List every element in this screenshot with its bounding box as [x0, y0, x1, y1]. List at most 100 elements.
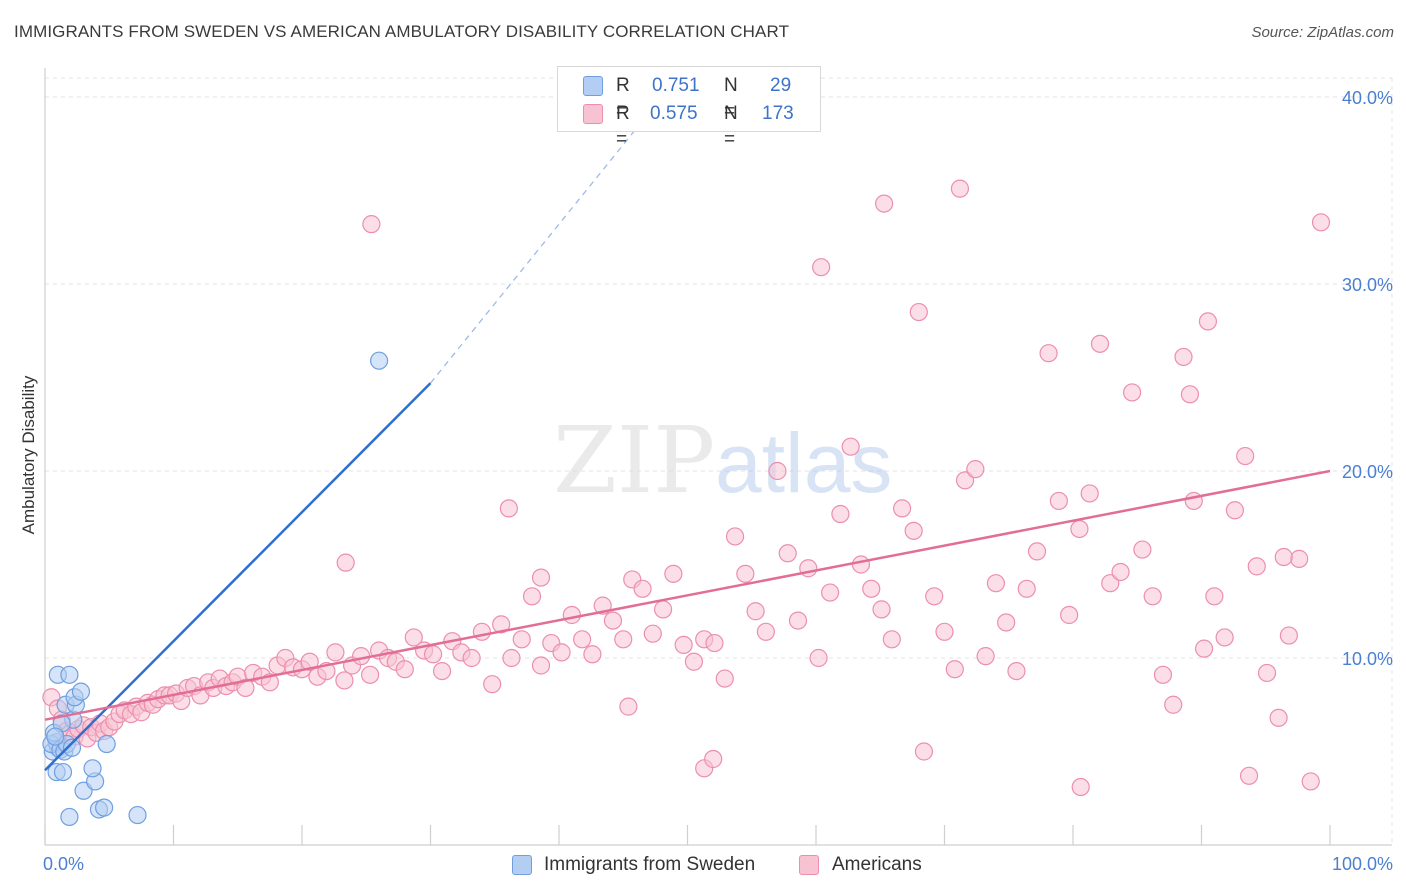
americans-point — [423, 645, 443, 664]
americans-point — [531, 656, 551, 675]
americans-point — [812, 258, 831, 277]
americans-point — [1274, 547, 1293, 567]
americans-point — [1039, 344, 1058, 363]
y-tick-label: 10.0% — [1342, 649, 1393, 669]
americans-point — [925, 587, 944, 606]
americans-point — [746, 602, 765, 621]
sweden-point — [60, 665, 79, 684]
americans-point — [976, 647, 995, 666]
americans-point — [1153, 665, 1173, 684]
americans-point — [362, 215, 381, 234]
y-tick-label: 30.0% — [1342, 275, 1393, 295]
sweden-point — [62, 738, 82, 757]
americans-point — [619, 697, 638, 716]
r-label: R = — [616, 75, 630, 122]
americans-point — [986, 574, 1006, 593]
r-value: 0.751 — [652, 75, 700, 96]
americans-point — [326, 643, 345, 662]
legend-label-americans: Americans — [832, 854, 922, 875]
y-tick-label: 20.0% — [1342, 462, 1393, 482]
americans-point — [892, 499, 912, 518]
americans-point — [875, 194, 894, 213]
sweden-point — [128, 805, 147, 825]
n-label: N = — [724, 75, 738, 122]
legend-swatch-pink — [799, 855, 819, 875]
americans-point — [821, 583, 840, 602]
americans-point — [336, 553, 355, 572]
americans-point — [705, 633, 724, 653]
americans-point — [809, 648, 828, 668]
americans-point — [872, 600, 891, 619]
americans-point — [736, 564, 755, 583]
americans-point — [1071, 777, 1090, 797]
americans-point — [1257, 663, 1277, 683]
americans-point — [395, 660, 414, 679]
americans-point — [522, 587, 542, 606]
x-tick-labels: 0.0% 100.0% — [43, 854, 1393, 874]
americans-point — [674, 635, 693, 655]
americans-point — [1180, 385, 1200, 404]
americans-point — [1205, 587, 1224, 606]
americans-point — [432, 661, 452, 681]
americans-point — [1101, 574, 1120, 593]
x-tick-label: 100.0% — [1332, 854, 1393, 874]
americans-point — [966, 460, 985, 479]
chart-title: IMMIGRANTS FROM SWEDEN VS AMERICAN AMBUL… — [14, 22, 790, 41]
americans-point — [236, 678, 255, 698]
americans-point — [862, 579, 881, 598]
americans-point — [1164, 695, 1183, 714]
americans-point — [778, 544, 797, 563]
americans-point — [531, 568, 551, 587]
sweden-point — [83, 759, 102, 778]
x-tick-label: 0.0% — [43, 854, 84, 874]
watermark-zip: ZIP — [553, 407, 715, 514]
americans-point — [715, 669, 734, 688]
americans-point — [909, 302, 928, 322]
series-legend: Immigrants from Sweden Americans — [0, 852, 1406, 878]
americans-point — [1311, 213, 1331, 232]
americans-point — [361, 665, 380, 684]
legend-swatch-blue — [512, 855, 532, 875]
y-tick-labels: 10.0% 20.0% 30.0% 40.0% — [1342, 88, 1393, 669]
legend-swatch-pink — [583, 104, 603, 124]
sweden-point — [71, 682, 91, 701]
americans-point — [914, 742, 934, 761]
americans-point — [1290, 549, 1309, 568]
americans-point — [1174, 347, 1193, 367]
r-value: 0.575 — [650, 103, 698, 124]
americans-point — [614, 630, 633, 649]
americans-point — [573, 630, 592, 649]
americans-point — [653, 600, 673, 619]
americans-point — [1225, 501, 1245, 520]
americans-point — [335, 671, 354, 690]
americans-point — [955, 471, 975, 490]
americans-point — [768, 461, 787, 481]
watermark-atlas: atlas — [715, 416, 892, 510]
americans-point — [945, 660, 964, 679]
trend-lines — [44, 96, 1331, 772]
americans-point — [1090, 334, 1110, 353]
americans-point — [643, 624, 662, 643]
sweden-point — [95, 798, 114, 817]
americans-point — [1080, 484, 1099, 503]
americans-point — [704, 749, 723, 769]
r-label: R = — [616, 103, 630, 150]
americans-point — [1198, 312, 1218, 331]
americans-point — [1049, 491, 1068, 511]
americans-point — [1143, 587, 1162, 606]
americans-point — [1247, 557, 1266, 576]
americans-point — [1215, 628, 1234, 647]
sweden-point — [370, 351, 389, 370]
americans-point — [684, 652, 704, 671]
sweden-point — [60, 807, 79, 827]
axes — [44, 68, 1392, 846]
americans-point — [882, 630, 901, 649]
legend-label-sweden: Immigrants from Sweden — [544, 854, 756, 875]
americans-point — [300, 652, 319, 671]
americans-point — [1017, 579, 1036, 598]
sweden-point — [97, 734, 116, 754]
americans-point — [1060, 605, 1079, 625]
americans-point — [1236, 446, 1255, 466]
americans-point — [851, 555, 871, 574]
y-axis-label: Ambulatory Disability — [19, 375, 38, 534]
